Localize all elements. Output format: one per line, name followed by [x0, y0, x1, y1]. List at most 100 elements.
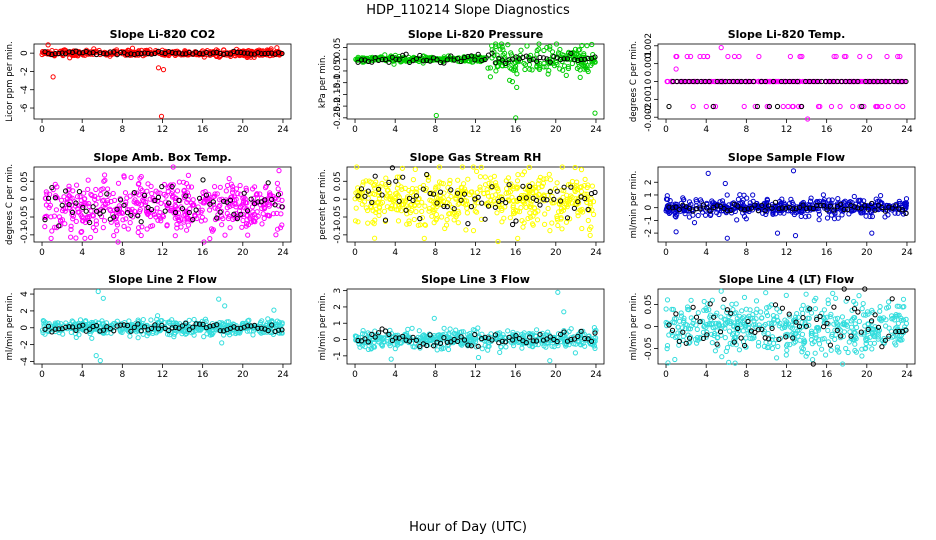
data-point: [376, 57, 382, 64]
data-point: [175, 216, 181, 222]
data-point: [534, 47, 540, 54]
data-point: [561, 188, 567, 194]
data-point: [76, 189, 83, 195]
data-point: [142, 192, 148, 198]
data-point: [152, 211, 158, 217]
data-point: [50, 74, 56, 80]
data-point: [360, 328, 366, 334]
data-point: [223, 188, 229, 194]
data-point: [686, 340, 692, 346]
data-point: [564, 215, 571, 221]
data-point: [465, 342, 471, 348]
data-point: [468, 343, 474, 349]
data-point: [433, 184, 439, 190]
data-point: [858, 331, 864, 337]
data-point: [833, 332, 839, 338]
data-point: [475, 194, 481, 200]
data-point: [747, 200, 753, 206]
y-tick-label: -0.05: [333, 205, 343, 228]
data-point: [90, 323, 96, 330]
data-point: [352, 196, 358, 202]
data-point: [837, 327, 844, 333]
data-point: [580, 209, 586, 215]
data-points: [352, 164, 598, 245]
x-tick-label: 0: [663, 125, 669, 135]
data-point: [279, 222, 285, 228]
y-tick-label: 2: [644, 179, 654, 185]
data-point: [824, 207, 830, 213]
data-point: [537, 202, 543, 208]
data-point: [539, 183, 545, 189]
data-point: [585, 217, 591, 224]
data-point: [455, 56, 461, 62]
data-point: [840, 202, 847, 208]
data-point: [447, 180, 453, 187]
data-point: [769, 205, 775, 211]
data-point: [107, 207, 114, 214]
x-tick-label: 8: [743, 125, 749, 135]
data-point: [577, 341, 583, 347]
data-point: [568, 193, 574, 199]
data-point: [431, 220, 437, 226]
data-point: [135, 321, 141, 327]
data-point: [76, 50, 83, 56]
data-point: [435, 184, 441, 190]
data-point: [272, 202, 278, 208]
data-point: [563, 72, 569, 79]
data-point: [521, 332, 527, 338]
data-point: [802, 339, 808, 345]
data-point: [805, 350, 811, 356]
data-point: [555, 222, 561, 229]
data-point: [863, 337, 869, 344]
data-point: [680, 333, 687, 339]
data-point: [274, 180, 280, 186]
data-point: [183, 320, 189, 326]
data-point: [248, 51, 254, 57]
data-point: [535, 208, 541, 214]
figure-title: HDP_110214 Slope Diagnostics: [366, 3, 570, 18]
data-point: [362, 336, 368, 342]
data-point: [488, 331, 494, 337]
data-point: [697, 319, 703, 325]
data-point: [531, 205, 538, 211]
y-tick-label: 0: [644, 205, 654, 211]
y-tick-label: 1: [333, 320, 343, 326]
data-point: [145, 181, 151, 187]
data-point: [361, 199, 368, 205]
data-point: [159, 322, 165, 328]
data-point: [763, 290, 769, 296]
data-point: [139, 224, 145, 230]
data-point: [673, 204, 679, 210]
data-point: [262, 185, 269, 191]
data-point: [269, 50, 275, 56]
data-point: [376, 330, 382, 336]
data-point: [751, 322, 757, 328]
data-point: [275, 327, 282, 333]
data-point: [857, 53, 863, 60]
data-point: [799, 306, 805, 312]
data-point: [431, 343, 437, 349]
data-point: [701, 298, 707, 305]
data-point: [554, 215, 560, 221]
data-point: [575, 210, 581, 216]
data-point: [245, 323, 251, 329]
data-point: [787, 342, 793, 348]
data-point: [825, 297, 831, 303]
data-point: [823, 352, 829, 358]
data-point: [492, 332, 498, 338]
data-point: [783, 352, 789, 358]
data-point: [258, 325, 264, 331]
data-point: [115, 180, 122, 186]
data-point: [222, 303, 228, 309]
data-point: [185, 197, 191, 203]
data-point: [546, 68, 552, 74]
data-point: [803, 291, 809, 297]
data-point: [43, 189, 49, 195]
data-point: [865, 311, 871, 317]
data-point: [810, 361, 816, 367]
data-point: [719, 198, 726, 204]
data-point: [586, 226, 593, 232]
data-point: [675, 330, 681, 336]
data-point: [780, 103, 786, 110]
data-point: [101, 178, 107, 184]
